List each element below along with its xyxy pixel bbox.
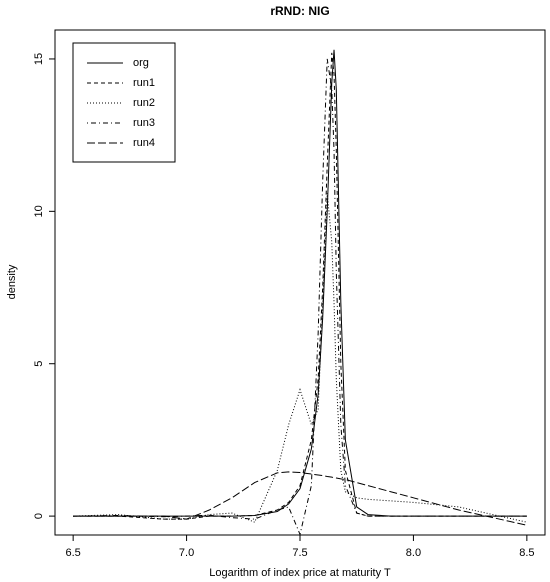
x-axis-label: Logarithm of index price at maturity T [209,567,391,579]
legend-label: run3 [133,117,155,129]
chart-title: rRND: NIG [270,4,329,18]
y-tick-label: 0 [33,513,45,519]
legend-box [72,42,176,163]
y-tick-label: 10 [33,205,45,217]
legend-label: run4 [133,137,155,149]
x-tick-label: 7.5 [292,547,307,559]
legend-label: run2 [133,97,155,109]
x-tick-label: 6.5 [65,547,80,559]
series-line [73,471,527,526]
y-axis-label: density [6,264,18,299]
x-tick-label: 8.0 [406,547,421,559]
y-tick-label: 5 [33,361,45,367]
series-line [73,58,527,537]
x-tick-label: 8.5 [519,547,534,559]
x-tick-label: 7.0 [179,547,194,559]
legend-label: org [133,57,149,69]
series-line [73,193,527,523]
y-tick-label: 15 [33,53,45,65]
legend-label: run1 [133,77,155,89]
series-line [73,52,527,520]
